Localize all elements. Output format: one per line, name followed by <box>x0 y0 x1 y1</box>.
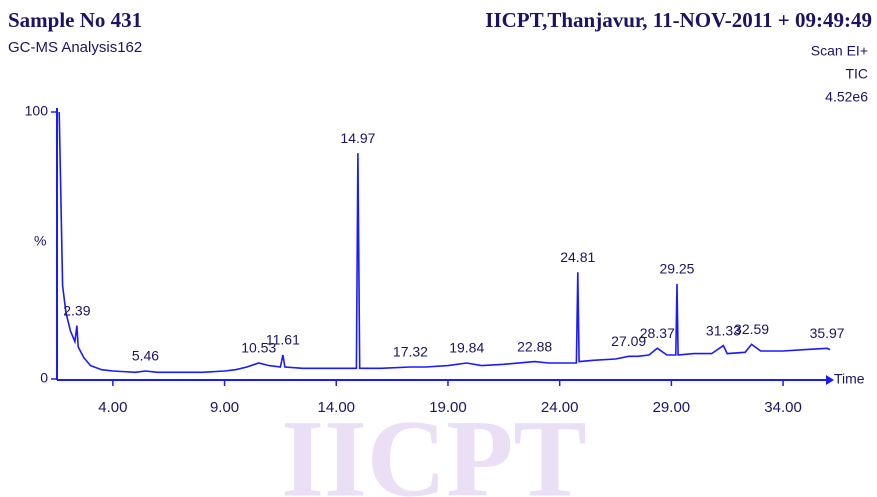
y-tick-label: 100 <box>25 103 49 119</box>
x-tick-label: 24.00 <box>541 399 579 416</box>
x-tick-label: 14.00 <box>317 399 355 416</box>
x-tick-label: 29.00 <box>653 399 691 416</box>
peak-label: 19.84 <box>449 340 484 356</box>
x-tick-label: 9.00 <box>210 399 239 416</box>
peak-label: 2.39 <box>63 302 90 318</box>
y-tick-label: 0 <box>40 370 48 386</box>
scan-info: TIC <box>845 66 868 82</box>
peak-label: 32.59 <box>734 321 769 337</box>
header-right: IICPT,Thanjavur, 11-NOV-2011 + 09:49:49 <box>485 8 872 32</box>
peak-label: 5.46 <box>132 348 159 364</box>
x-axis-label: Time <box>834 371 865 387</box>
peak-label: 24.81 <box>560 249 595 265</box>
scan-info: 4.52e6 <box>825 89 868 105</box>
x-tick-label: 19.00 <box>429 399 467 416</box>
chart-subtitle: GC-MS Analysis162 <box>8 39 142 56</box>
scan-info: Scan EI+ <box>811 43 868 59</box>
chart: IICPT Sample No 431 GC-MS Analysis162 II… <box>0 0 877 497</box>
y-axis-label: % <box>34 233 46 249</box>
peak-label: 28.37 <box>640 325 675 341</box>
peak-label: 14.97 <box>340 130 375 146</box>
chart-title: Sample No 431 <box>8 8 142 32</box>
peak-label: 29.25 <box>659 261 694 277</box>
axis-arrow <box>826 375 834 385</box>
peak-label: 17.32 <box>393 344 428 360</box>
peak-label: 22.88 <box>517 338 552 354</box>
peak-label: 35.97 <box>810 325 845 341</box>
peak-label: 11.61 <box>266 332 300 348</box>
x-tick-label: 34.00 <box>764 399 802 416</box>
x-tick-label: 4.00 <box>98 399 127 416</box>
